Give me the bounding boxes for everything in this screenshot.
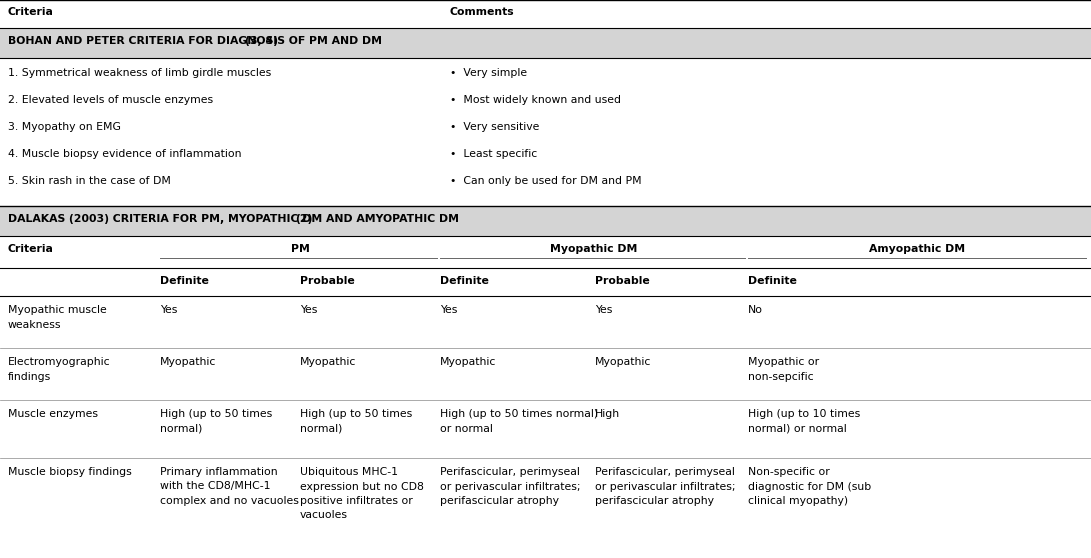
Text: Yes: Yes — [160, 305, 178, 315]
Text: Electromyographic: Electromyographic — [8, 357, 110, 367]
Text: Yes: Yes — [440, 305, 457, 315]
Text: Primary inflammation: Primary inflammation — [160, 467, 277, 477]
Text: Muscle biopsy findings: Muscle biopsy findings — [8, 467, 132, 477]
Text: Perifascicular, perimyseal: Perifascicular, perimyseal — [595, 467, 735, 477]
Text: BOHAN AND PETER CRITERIA FOR DIAGNOSIS OF PM AND DM: BOHAN AND PETER CRITERIA FOR DIAGNOSIS O… — [8, 36, 386, 46]
Text: complex and no vacuoles: complex and no vacuoles — [160, 496, 299, 506]
Text: weakness: weakness — [8, 320, 61, 330]
Text: Non-specific or: Non-specific or — [748, 467, 830, 477]
Text: •  Very simple: • Very simple — [449, 68, 527, 78]
Text: or normal: or normal — [440, 424, 493, 434]
Text: PM: PM — [290, 244, 310, 254]
Text: positive infiltrates or: positive infiltrates or — [300, 496, 412, 506]
Text: (2): (2) — [295, 214, 312, 224]
Text: Myopathic: Myopathic — [300, 357, 357, 367]
Text: or perivascular infiltrates;: or perivascular infiltrates; — [440, 482, 580, 492]
Text: clinical myopathy): clinical myopathy) — [748, 496, 848, 506]
Text: Muscle enzymes: Muscle enzymes — [8, 409, 98, 419]
Text: 1. Symmetrical weakness of limb girdle muscles: 1. Symmetrical weakness of limb girdle m… — [8, 68, 272, 78]
Text: Yes: Yes — [595, 305, 612, 315]
Text: 5. Skin rash in the case of DM: 5. Skin rash in the case of DM — [8, 176, 171, 186]
Text: Definite: Definite — [160, 276, 208, 286]
Text: •  Can only be used for DM and PM: • Can only be used for DM and PM — [449, 176, 642, 186]
Text: No: No — [748, 305, 763, 315]
Text: Myopathic: Myopathic — [595, 357, 651, 367]
Text: perifascicular atrophy: perifascicular atrophy — [595, 496, 714, 506]
Text: Definite: Definite — [440, 276, 489, 286]
Text: normal) or normal: normal) or normal — [748, 424, 847, 434]
Text: Ubiquitous MHC-1: Ubiquitous MHC-1 — [300, 467, 398, 477]
Text: or perivascular infiltrates;: or perivascular infiltrates; — [595, 482, 735, 492]
Text: with the CD8/MHC-1: with the CD8/MHC-1 — [160, 482, 271, 492]
Text: Myopathic: Myopathic — [160, 357, 216, 367]
Text: •  Very sensitive: • Very sensitive — [449, 122, 539, 132]
Text: expression but no CD8: expression but no CD8 — [300, 482, 424, 492]
Text: normal): normal) — [300, 424, 343, 434]
Text: Amyopathic DM: Amyopathic DM — [868, 244, 966, 254]
Text: 2. Elevated levels of muscle enzymes: 2. Elevated levels of muscle enzymes — [8, 95, 213, 105]
Text: DALAKAS (2003) CRITERIA FOR PM, MYOPATHIC DM AND AMYOPATHIC DM: DALAKAS (2003) CRITERIA FOR PM, MYOPATHI… — [8, 214, 463, 224]
Bar — [0, 28, 1091, 58]
Text: findings: findings — [8, 372, 51, 382]
Text: Myopathic: Myopathic — [440, 357, 496, 367]
Text: Definite: Definite — [748, 276, 796, 286]
Text: Comments: Comments — [449, 7, 515, 17]
Text: Criteria: Criteria — [8, 244, 53, 254]
Text: vacuoles: vacuoles — [300, 511, 348, 521]
Text: normal): normal) — [160, 424, 202, 434]
Text: High: High — [595, 409, 620, 419]
Text: 3. Myopathy on EMG: 3. Myopathy on EMG — [8, 122, 121, 132]
Text: •  Most widely known and used: • Most widely known and used — [449, 95, 621, 105]
Text: perifascicular atrophy: perifascicular atrophy — [440, 496, 559, 506]
Text: (3, 4): (3, 4) — [244, 36, 277, 46]
Text: Probable: Probable — [595, 276, 650, 286]
Text: Myopathic muscle: Myopathic muscle — [8, 305, 107, 315]
Text: diagnostic for DM (sub: diagnostic for DM (sub — [748, 482, 872, 492]
Text: 4. Muscle biopsy evidence of inflammation: 4. Muscle biopsy evidence of inflammatio… — [8, 149, 241, 159]
Text: High (up to 10 times: High (up to 10 times — [748, 409, 860, 419]
Text: Criteria: Criteria — [8, 7, 53, 17]
Text: Perifascicular, perimyseal: Perifascicular, perimyseal — [440, 467, 580, 477]
Text: Probable: Probable — [300, 276, 355, 286]
Text: non-sepcific: non-sepcific — [748, 372, 814, 382]
Text: High (up to 50 times: High (up to 50 times — [300, 409, 412, 419]
Text: •  Least specific: • Least specific — [449, 149, 537, 159]
Text: High (up to 50 times normal): High (up to 50 times normal) — [440, 409, 598, 419]
Bar — [0, 206, 1091, 236]
Text: Myopathic or: Myopathic or — [748, 357, 819, 367]
Text: High (up to 50 times: High (up to 50 times — [160, 409, 273, 419]
Text: Yes: Yes — [300, 305, 317, 315]
Text: Myopathic DM: Myopathic DM — [550, 244, 637, 254]
